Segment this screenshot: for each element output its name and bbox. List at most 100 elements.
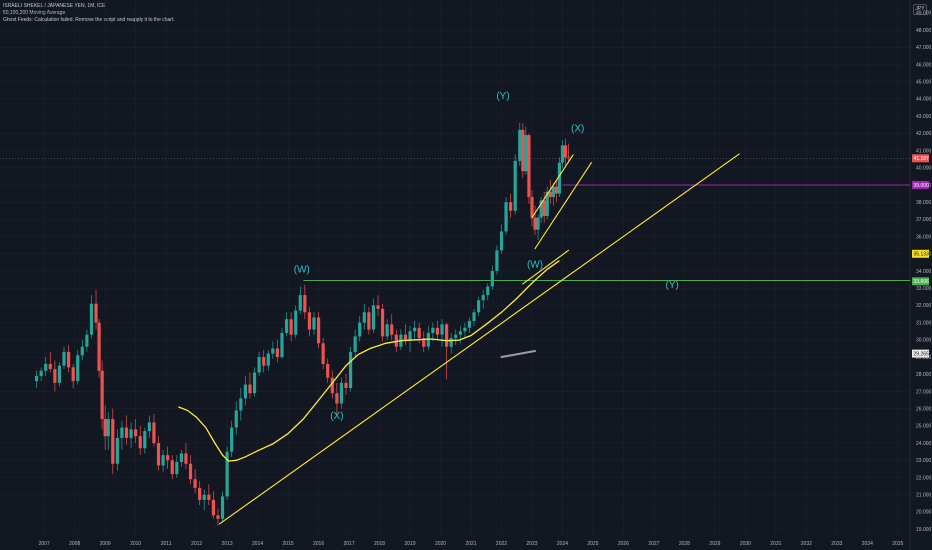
candle-body (289, 319, 293, 335)
candle (152, 413, 156, 447)
candle-body (560, 145, 565, 163)
candle-body (252, 372, 257, 394)
candle-body (481, 295, 485, 301)
candle (170, 455, 174, 480)
candle (184, 443, 188, 469)
year-tick-label: 2014 (252, 541, 263, 547)
candle (344, 374, 348, 395)
candle-body (312, 317, 316, 330)
year-tick-label: 2027 (648, 541, 659, 547)
candle-body (408, 331, 412, 340)
price-tick-label: 49.000 (916, 11, 932, 17)
grid (0, 0, 911, 550)
price-tick-label: 48.000 (916, 28, 932, 34)
candle (230, 420, 234, 457)
candle-body (257, 357, 261, 373)
price-axis: 49.000 48.000 47.000 46.000 45.000 44.000 43.0… (916, 11, 932, 533)
price-tick-label: 40.000 (916, 166, 932, 172)
candle (303, 284, 307, 320)
candle-body (234, 410, 238, 428)
candle-body (39, 370, 43, 376)
candle-body (284, 319, 289, 333)
candle-body (504, 202, 508, 232)
price-tick-label: 41.000 (916, 148, 932, 154)
trendlines (218, 153, 740, 525)
year-tick-label: 2032 (801, 541, 812, 547)
year-tick-label: 2016 (313, 541, 324, 547)
candle (143, 427, 147, 454)
candle-body (371, 305, 376, 330)
candle-body (266, 353, 270, 366)
candle (509, 193, 513, 218)
price-tick-label: 46.000 (916, 62, 932, 68)
candle (271, 341, 275, 359)
wave-label: (X) (571, 124, 584, 135)
candle (198, 480, 202, 506)
year-tick-label: 2011 (161, 541, 172, 547)
price-tick-label: 45.000 (916, 80, 932, 86)
candle-body (34, 375, 39, 382)
candle (353, 329, 357, 358)
candle (147, 415, 151, 438)
candle-body (413, 327, 417, 332)
trendline (531, 154, 574, 219)
price-tick-label: 26.000 (916, 406, 932, 412)
candle-body (518, 129, 522, 161)
candle-body (248, 384, 252, 394)
price-tick-label: 21.000 (916, 493, 932, 499)
candle-body (147, 422, 151, 432)
price-tick-label: 23.000 (916, 458, 932, 464)
wave-label: (Y) (666, 280, 679, 291)
candle (106, 412, 110, 450)
candle-body (533, 217, 537, 230)
candle-body (106, 418, 110, 437)
candle-body (385, 324, 389, 337)
price-tag-bg (912, 349, 929, 358)
candle-body (394, 334, 398, 347)
candle-body (57, 365, 62, 383)
candle (440, 319, 444, 347)
year-tick-label: 2021 (465, 541, 476, 547)
year-tick-label: 2025 (587, 541, 598, 547)
candle-body (243, 384, 248, 399)
currency-badge[interactable]: JPY (913, 4, 927, 15)
candle-body (216, 515, 220, 519)
candle (548, 179, 552, 204)
candle (394, 329, 398, 352)
candle-body (303, 295, 307, 313)
candle-body (477, 300, 481, 313)
price-tag: 39.000 (912, 180, 929, 189)
candle (85, 329, 89, 352)
candle (521, 123, 525, 179)
moving-average-line (178, 260, 560, 462)
price-tick-label: 36.000 (916, 234, 932, 240)
candle-body (230, 427, 234, 452)
candle-body (166, 455, 170, 461)
candle-body (551, 186, 555, 198)
price-tag-bg (912, 277, 929, 286)
candle-body (111, 418, 115, 464)
candle (449, 332, 453, 354)
candle (542, 191, 546, 223)
candle (134, 418, 138, 444)
candle-body (134, 429, 138, 437)
price-tick-label: 25.000 (916, 424, 932, 430)
candle-body (76, 355, 80, 382)
candle-body (53, 369, 57, 383)
price-tick-label: 44.000 (916, 97, 932, 103)
candle-body (499, 231, 504, 251)
candle (275, 339, 280, 363)
candle (408, 326, 412, 352)
year-tick-label: 2029 (709, 541, 720, 547)
candle (100, 360, 104, 430)
year-tick-label: 2012 (191, 541, 202, 547)
price-tick-label: 19.000 (916, 527, 932, 533)
candle-body (71, 367, 75, 382)
ghost-feeds-error: Ghost Feeds: Calculation failed. Remove … (3, 17, 175, 23)
chart-title: ISRAELI SHEKEL / JAPANESE YEN, 1M, ICE (3, 3, 106, 9)
candle-body (467, 320, 472, 328)
candle (103, 405, 107, 450)
candle (524, 126, 528, 175)
trendline (534, 162, 592, 250)
